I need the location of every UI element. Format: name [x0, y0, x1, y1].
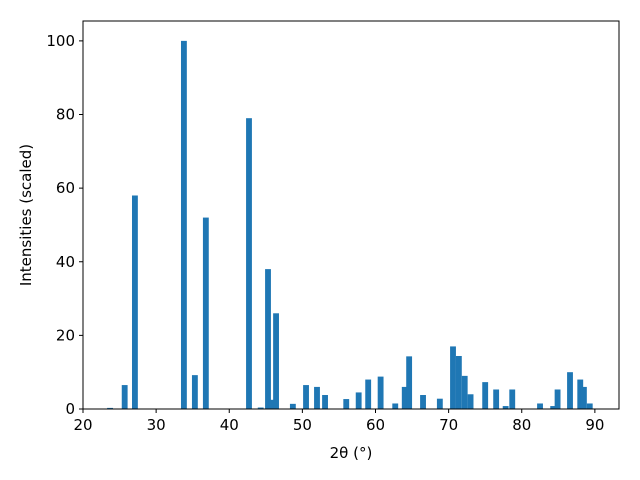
bar [377, 376, 384, 409]
y-tick-label: 0 [65, 400, 75, 418]
bar [550, 406, 557, 409]
bar [303, 385, 309, 409]
bar [502, 406, 509, 409]
bar [577, 379, 584, 409]
x-tick-label: 90 [585, 416, 604, 434]
bar [554, 389, 561, 409]
bar [289, 403, 296, 409]
plot-area [107, 40, 593, 410]
bar [450, 346, 456, 409]
bar [461, 375, 468, 409]
bar [202, 217, 209, 409]
y-tick-label: 100 [46, 32, 75, 50]
bar [537, 403, 543, 409]
bar [273, 313, 279, 409]
bar [420, 395, 426, 409]
bar [355, 392, 362, 409]
bar [180, 40, 187, 409]
bar [365, 379, 372, 409]
x-axis-label: 2θ (°) [330, 444, 373, 462]
bar [392, 403, 399, 409]
bar [107, 407, 113, 409]
bar [121, 385, 128, 409]
bar [509, 389, 516, 409]
bar [493, 389, 500, 409]
bar [265, 269, 271, 409]
x-tick-label: 40 [220, 416, 239, 434]
x-tick-label: 80 [512, 416, 531, 434]
bar [268, 399, 275, 409]
y-tick-label: 60 [56, 179, 75, 197]
x-tick-label: 50 [293, 416, 312, 434]
x-tick-label: 30 [147, 416, 166, 434]
bar [455, 355, 462, 409]
axes-frame [82, 20, 620, 410]
bar [246, 118, 252, 410]
bar [257, 407, 264, 409]
bar [467, 394, 474, 409]
bar [586, 403, 593, 409]
bar [322, 395, 328, 409]
bar [406, 356, 413, 409]
x-tick-label: 70 [439, 416, 458, 434]
x-tick-label: 20 [73, 416, 92, 434]
bar [314, 386, 320, 409]
bar [580, 386, 587, 409]
y-tick-label: 20 [56, 326, 75, 344]
bar [131, 195, 138, 409]
bar [482, 382, 489, 409]
x-tick-label: 60 [366, 416, 385, 434]
y-tick-label: 80 [56, 106, 75, 124]
y-axis-label: Intensities (scaled) [17, 144, 35, 286]
bar [191, 375, 198, 409]
bar [567, 372, 573, 409]
bar [343, 399, 350, 409]
bar [401, 386, 408, 409]
bar [436, 398, 443, 409]
y-tick-label: 40 [56, 253, 75, 271]
